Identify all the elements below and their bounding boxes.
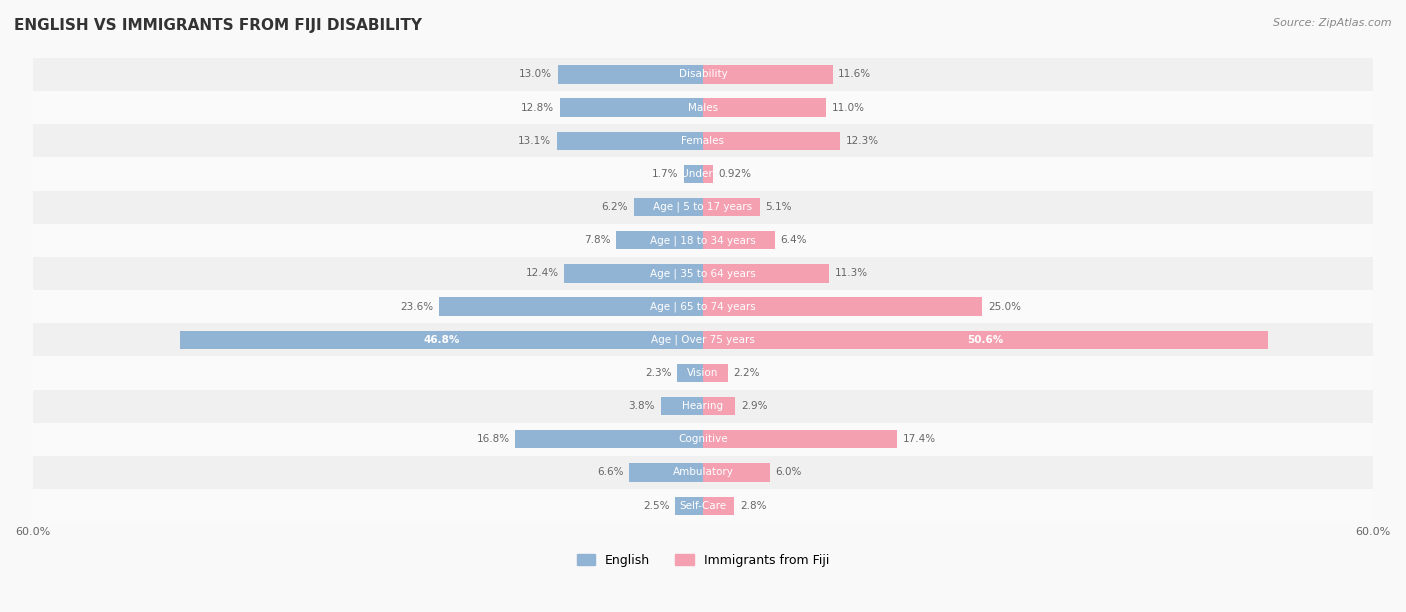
Bar — [557, 132, 703, 150]
Bar — [630, 463, 703, 482]
Text: Cognitive: Cognitive — [678, 435, 728, 444]
Bar — [560, 99, 703, 117]
Text: 3.8%: 3.8% — [628, 401, 655, 411]
Text: 2.2%: 2.2% — [733, 368, 759, 378]
Bar — [703, 364, 727, 382]
Text: 2.3%: 2.3% — [645, 368, 672, 378]
Bar — [703, 264, 830, 283]
Text: 16.8%: 16.8% — [477, 435, 510, 444]
Text: 5.1%: 5.1% — [766, 202, 792, 212]
Text: 2.9%: 2.9% — [741, 401, 768, 411]
Text: 2.5%: 2.5% — [643, 501, 669, 510]
Text: Ambulatory: Ambulatory — [672, 468, 734, 477]
Text: 1.7%: 1.7% — [652, 169, 679, 179]
Bar — [703, 330, 1268, 349]
Bar — [32, 224, 1374, 257]
Legend: English, Immigrants from Fiji: English, Immigrants from Fiji — [571, 549, 835, 572]
Bar — [32, 58, 1374, 91]
Bar — [703, 198, 761, 216]
Bar — [439, 297, 703, 316]
Bar — [32, 390, 1374, 423]
Text: 11.3%: 11.3% — [835, 269, 868, 278]
Text: 50.6%: 50.6% — [967, 335, 1004, 345]
Text: 11.6%: 11.6% — [838, 69, 872, 80]
Bar — [683, 165, 703, 183]
Text: 13.0%: 13.0% — [519, 69, 553, 80]
Text: Age | Under 5 years: Age | Under 5 years — [651, 169, 755, 179]
Bar — [703, 99, 825, 117]
Text: 12.4%: 12.4% — [526, 269, 558, 278]
Bar — [564, 264, 703, 283]
Bar — [703, 430, 897, 449]
Bar — [703, 297, 983, 316]
Bar — [32, 323, 1374, 356]
Bar — [32, 157, 1374, 190]
Text: Age | 5 to 17 years: Age | 5 to 17 years — [654, 202, 752, 212]
Text: 23.6%: 23.6% — [401, 302, 433, 312]
Bar — [616, 231, 703, 250]
Text: Vision: Vision — [688, 368, 718, 378]
Text: 17.4%: 17.4% — [903, 435, 936, 444]
Bar — [32, 423, 1374, 456]
Text: Females: Females — [682, 136, 724, 146]
Bar — [32, 190, 1374, 224]
Bar — [180, 330, 703, 349]
Bar — [675, 496, 703, 515]
Text: Age | 35 to 64 years: Age | 35 to 64 years — [650, 268, 756, 278]
Bar — [703, 496, 734, 515]
Bar — [703, 231, 775, 250]
Bar — [634, 198, 703, 216]
Text: Self-Care: Self-Care — [679, 501, 727, 510]
Text: 25.0%: 25.0% — [988, 302, 1021, 312]
Text: 11.0%: 11.0% — [831, 103, 865, 113]
Bar — [703, 463, 770, 482]
Text: Age | 18 to 34 years: Age | 18 to 34 years — [650, 235, 756, 245]
Text: 7.8%: 7.8% — [583, 235, 610, 245]
Bar — [32, 124, 1374, 157]
Bar — [703, 132, 841, 150]
Bar — [32, 91, 1374, 124]
Bar — [32, 356, 1374, 390]
Bar — [703, 397, 735, 416]
Text: 6.6%: 6.6% — [598, 468, 624, 477]
Bar — [32, 257, 1374, 290]
Text: 6.4%: 6.4% — [780, 235, 807, 245]
Text: Males: Males — [688, 103, 718, 113]
Text: Disability: Disability — [679, 69, 727, 80]
Text: Source: ZipAtlas.com: Source: ZipAtlas.com — [1274, 18, 1392, 28]
Bar — [678, 364, 703, 382]
Text: 46.8%: 46.8% — [423, 335, 460, 345]
Text: 2.8%: 2.8% — [740, 501, 766, 510]
Text: 6.2%: 6.2% — [602, 202, 628, 212]
Bar — [32, 290, 1374, 323]
Bar — [703, 165, 713, 183]
Text: Age | Over 75 years: Age | Over 75 years — [651, 335, 755, 345]
Bar — [558, 65, 703, 84]
Text: 12.8%: 12.8% — [522, 103, 554, 113]
Bar — [515, 430, 703, 449]
Text: 6.0%: 6.0% — [776, 468, 801, 477]
Text: Age | 65 to 74 years: Age | 65 to 74 years — [650, 301, 756, 312]
Text: 12.3%: 12.3% — [846, 136, 879, 146]
Bar — [703, 65, 832, 84]
Text: 0.92%: 0.92% — [718, 169, 752, 179]
Bar — [661, 397, 703, 416]
Text: 13.1%: 13.1% — [517, 136, 551, 146]
Text: Hearing: Hearing — [682, 401, 724, 411]
Bar — [32, 489, 1374, 522]
Text: ENGLISH VS IMMIGRANTS FROM FIJI DISABILITY: ENGLISH VS IMMIGRANTS FROM FIJI DISABILI… — [14, 18, 422, 34]
Bar — [32, 456, 1374, 489]
